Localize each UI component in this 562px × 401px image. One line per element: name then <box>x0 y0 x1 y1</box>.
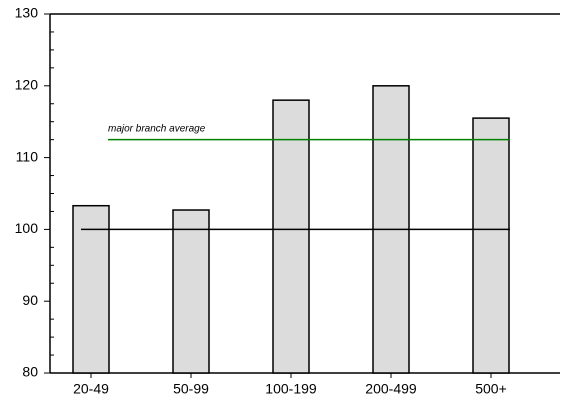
bar <box>72 204 110 374</box>
y-tick-label: 120 <box>15 77 39 93</box>
reference-label: major branch average <box>108 123 206 134</box>
x-tick-label: 100-199 <box>265 381 317 397</box>
x-tick-label: 20-49 <box>73 381 109 397</box>
y-tick-label: 80 <box>22 364 38 380</box>
y-tick-label: 130 <box>15 5 39 21</box>
x-tick-label: 50-99 <box>173 381 209 397</box>
x-tick-label: 200-499 <box>365 381 417 397</box>
bar <box>472 117 510 374</box>
y-tick-label: 100 <box>15 220 39 236</box>
bar <box>172 209 210 374</box>
x-tick-label: 500+ <box>475 381 507 397</box>
y-tick-label: 90 <box>22 292 38 308</box>
bar <box>272 99 310 374</box>
y-tick-label: 110 <box>16 148 39 164</box>
